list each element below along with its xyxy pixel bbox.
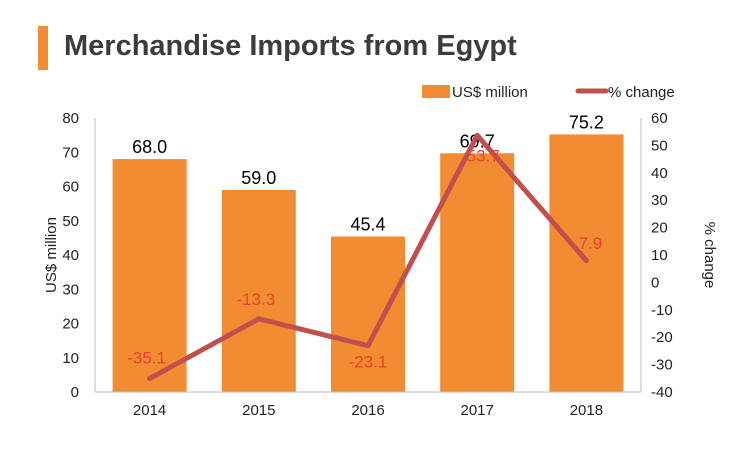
x-tick-label: 2018 [570,402,603,419]
right-tick-label: 20 [651,220,668,237]
right-axis-title: % change [701,222,718,289]
right-tick-label: 40 [651,165,668,182]
line-value-label: -23.1 [349,353,388,372]
bar-2014 [112,159,187,392]
bar-value-label: 75.2 [569,112,604,132]
right-tick-label: 10 [651,247,668,264]
right-tick-label: -10 [651,302,673,319]
left-tick-label: 40 [62,247,79,264]
left-axis-title: US$ million [43,217,60,293]
bar-2016 [331,236,405,392]
line-value-label: 53.7 [467,146,500,165]
bar-value-label: 68.0 [132,137,167,157]
left-tick-label: 10 [62,350,79,367]
right-tick-label: -30 [651,357,673,374]
bar-2015 [221,189,296,392]
left-tick-label: 0 [71,384,79,401]
right-tick-label: 60 [651,110,668,127]
left-tick-label: 60 [62,179,79,196]
line-value-label: -13.3 [236,290,275,309]
line-value-label: -35.1 [127,349,166,368]
left-tick-label: 50 [62,213,79,230]
chart-title: Merchandise Imports from Egypt [64,30,517,62]
right-tick-label: 50 [651,137,668,154]
right-tick-label: -20 [651,329,673,346]
left-tick-label: 70 [62,144,79,161]
line-point-2016 [366,343,370,348]
line-point-2018 [584,258,589,263]
left-tick-label: 30 [62,281,79,298]
bar-2017 [440,153,515,392]
legend-swatch-bars [422,85,450,98]
line-point-2017 [475,133,480,138]
x-tick-label: 2016 [351,402,384,419]
left-tick-label: 80 [62,110,79,127]
legend-label-bars: US$ million [452,84,528,101]
title-accent-bar [38,26,48,70]
bar-value-label: 59.0 [241,168,276,188]
right-tick-label: 0 [651,274,659,291]
left-tick-label: 20 [62,316,79,333]
line-point-2015 [256,316,261,321]
line-point-2014 [147,376,152,381]
right-tick-label: 30 [651,192,668,209]
legend-label-line: % change [608,84,675,101]
right-tick-label: -40 [651,384,673,401]
line-value-label: 7.9 [579,234,603,253]
x-tick-label: 2017 [461,402,494,419]
bar-value-label: 45.4 [350,215,385,235]
x-tick-label: 2015 [242,402,275,419]
x-tick-label: 2014 [133,402,166,419]
